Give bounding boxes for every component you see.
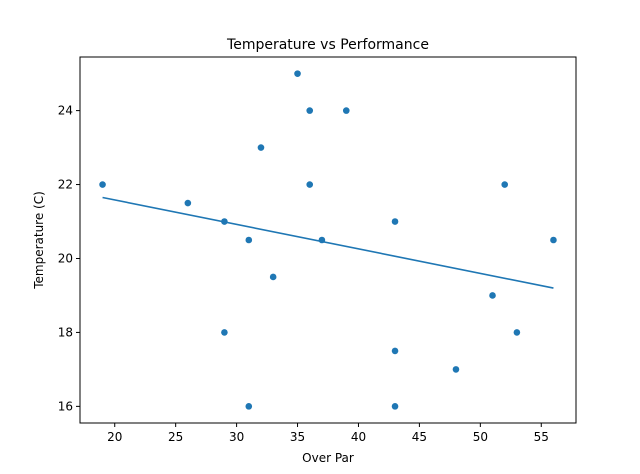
- trend-line: [102, 196, 554, 289]
- scatter-point: [342, 107, 350, 114]
- scatter-point: [391, 347, 399, 355]
- x-tick-label: 30: [229, 430, 244, 444]
- scatter-point: [245, 236, 253, 244]
- x-axis-ticks: 20 25 30 35 40 45 50 55: [107, 423, 549, 444]
- scatter-point: [452, 366, 460, 373]
- y-tick-label: 18: [58, 325, 73, 339]
- scatter-point: [221, 329, 228, 336]
- y-tick-label: 24: [58, 104, 73, 118]
- scatter-point: [391, 403, 399, 410]
- scatter-point: [269, 273, 277, 281]
- plot-frame: [79, 56, 577, 424]
- x-tick-label: 20: [107, 430, 122, 444]
- x-tick-label: 40: [351, 430, 366, 444]
- scatter-point: [513, 329, 521, 336]
- y-axis-label: Temperature (C): [32, 191, 46, 290]
- scatter-point: [501, 181, 509, 188]
- y-tick-label: 20: [58, 251, 73, 265]
- plot-marks: [99, 70, 557, 410]
- y-tick-label: 16: [58, 399, 73, 413]
- scatter-point: [550, 236, 557, 244]
- y-axis-ticks: 16 18 20 22 24: [58, 104, 80, 413]
- x-tick-label: 25: [168, 430, 183, 444]
- x-tick-label: 50: [473, 430, 488, 444]
- scatter-point: [245, 403, 253, 410]
- scatter-point: [184, 199, 192, 207]
- scatter-point: [489, 292, 496, 299]
- scatter-point: [257, 144, 265, 151]
- scatter-point: [391, 218, 399, 225]
- x-tick-label: 55: [534, 430, 549, 444]
- scatter-point: [306, 181, 314, 188]
- scatter-point: [99, 181, 106, 188]
- x-tick-label: 35: [290, 430, 305, 444]
- scatter-point: [294, 70, 301, 77]
- chart-title: Temperature vs Performance: [226, 37, 429, 53]
- y-tick-label: 22: [58, 178, 73, 192]
- scatter-point: [306, 107, 314, 114]
- x-tick-label: 45: [412, 430, 427, 444]
- x-axis-label: Over Par: [302, 451, 354, 465]
- trend-line-group: [102, 196, 554, 289]
